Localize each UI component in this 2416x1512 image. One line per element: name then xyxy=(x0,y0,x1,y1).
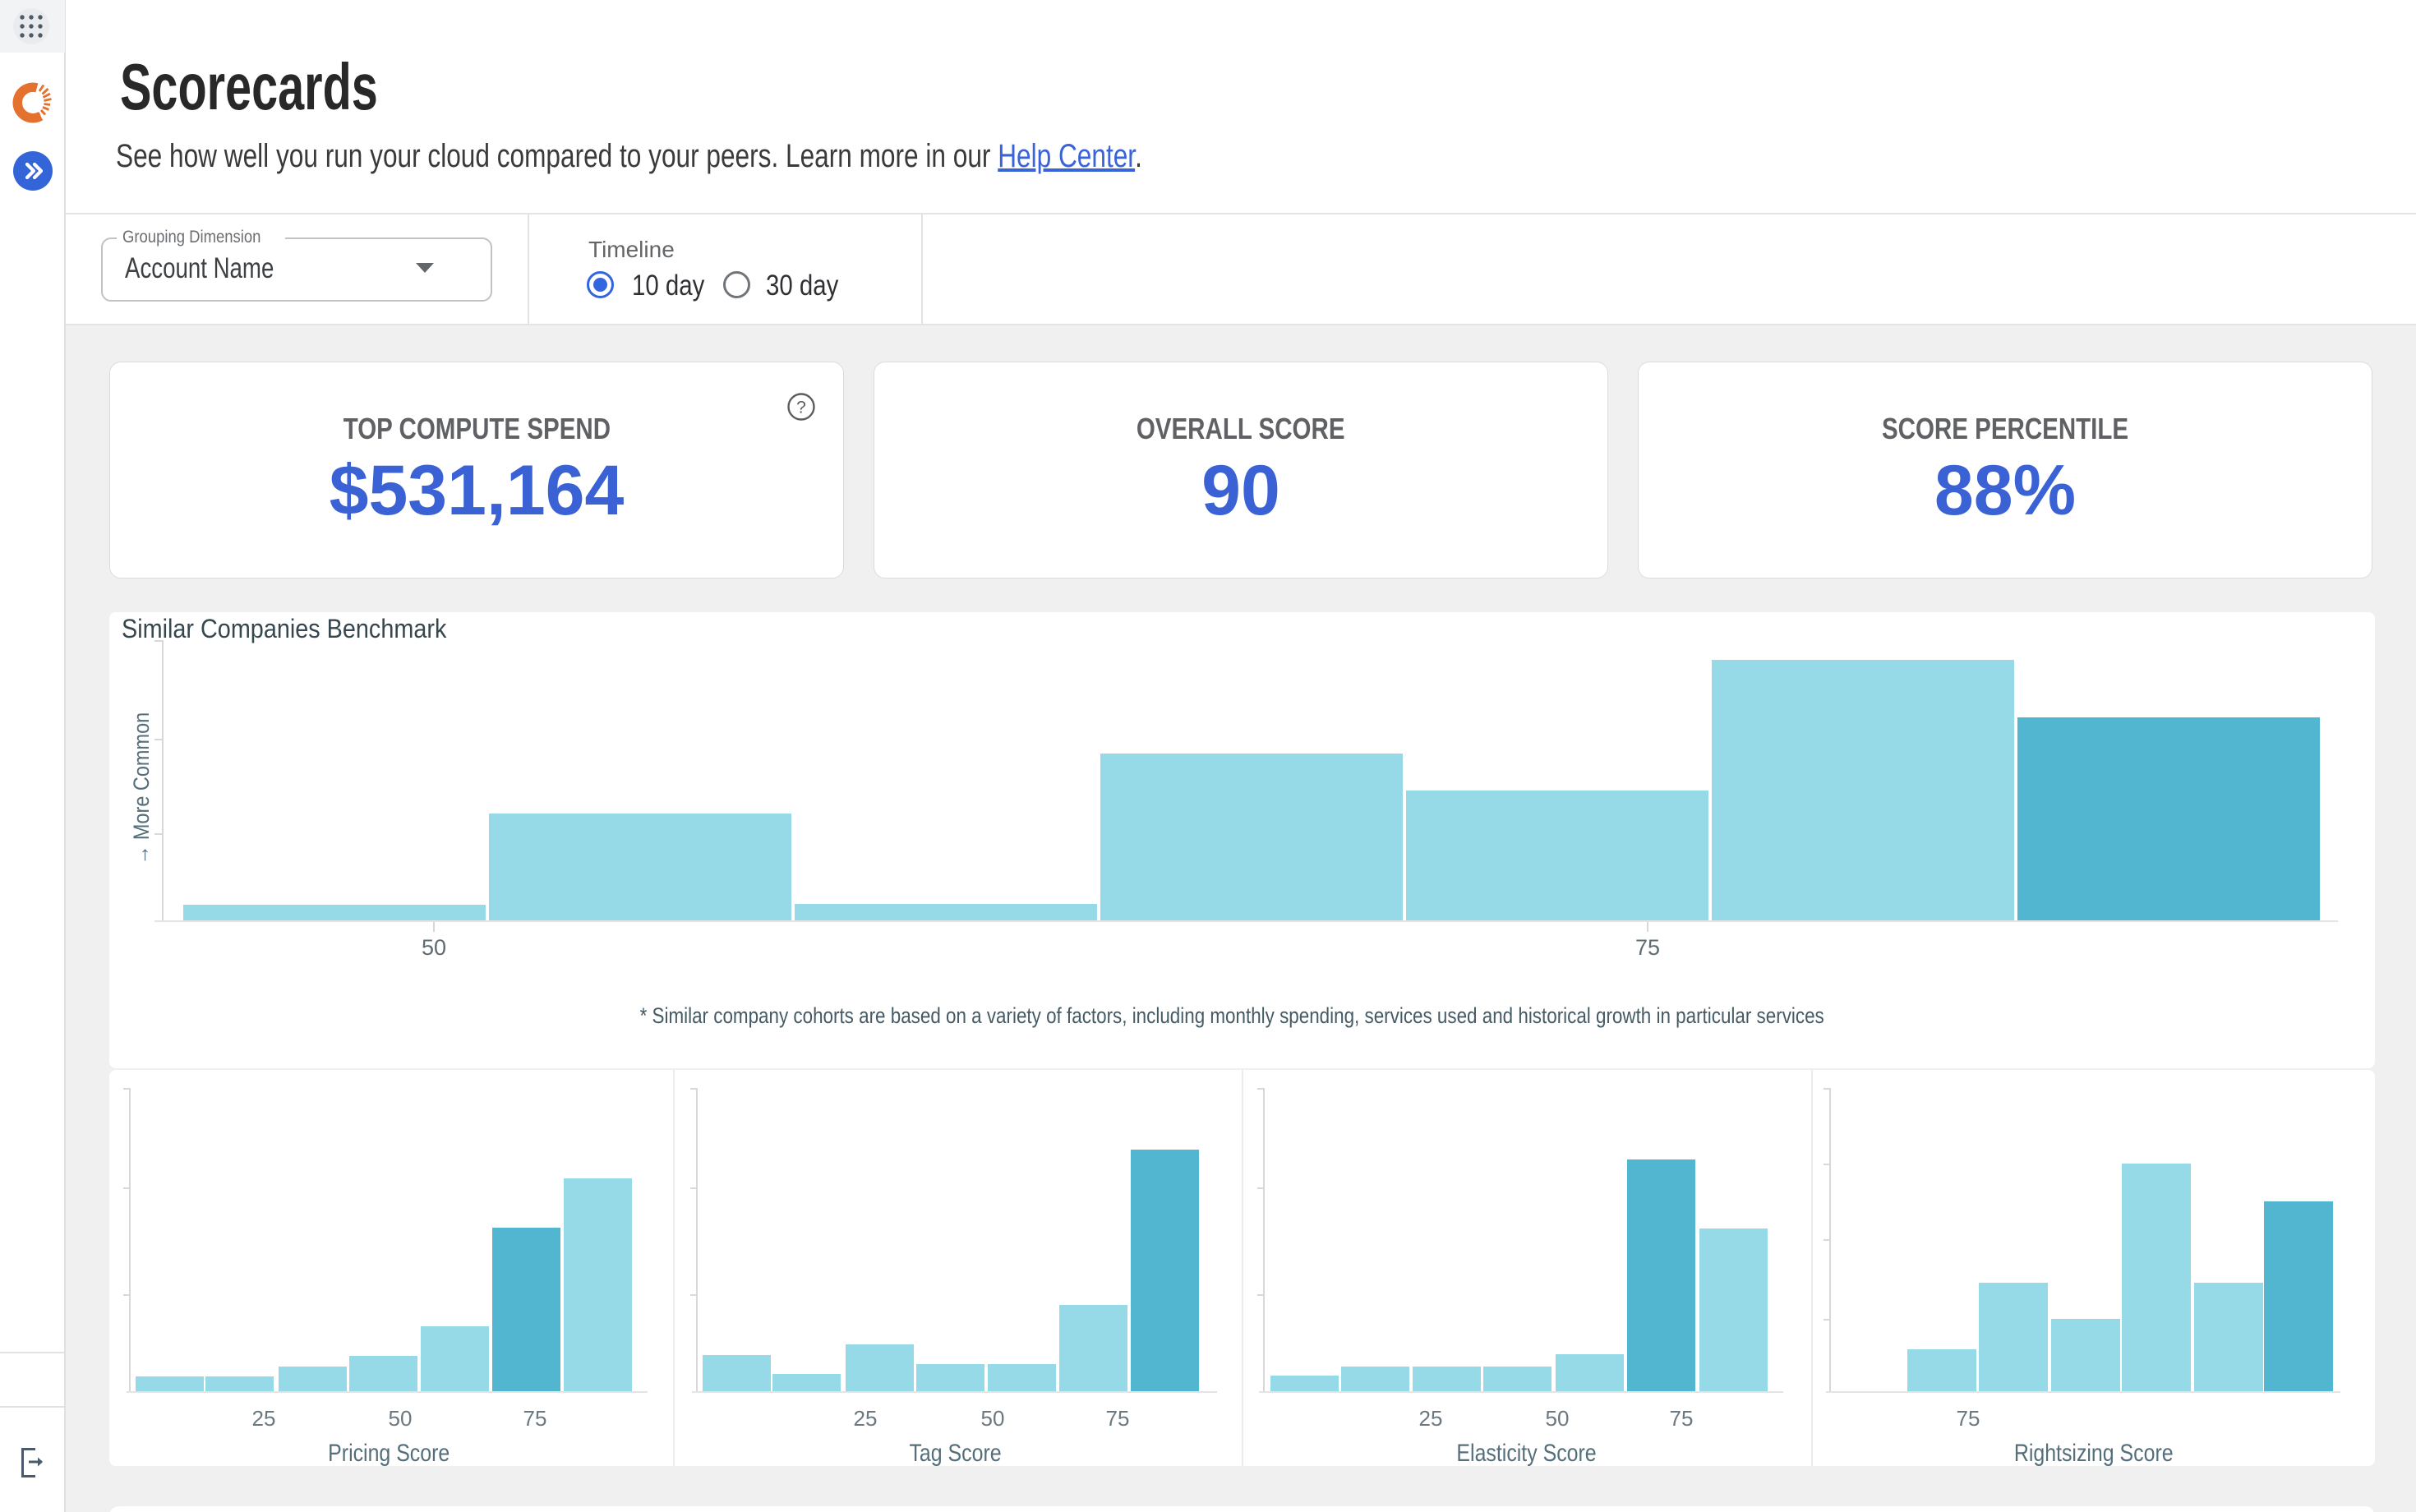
svg-text:?: ? xyxy=(796,399,806,417)
